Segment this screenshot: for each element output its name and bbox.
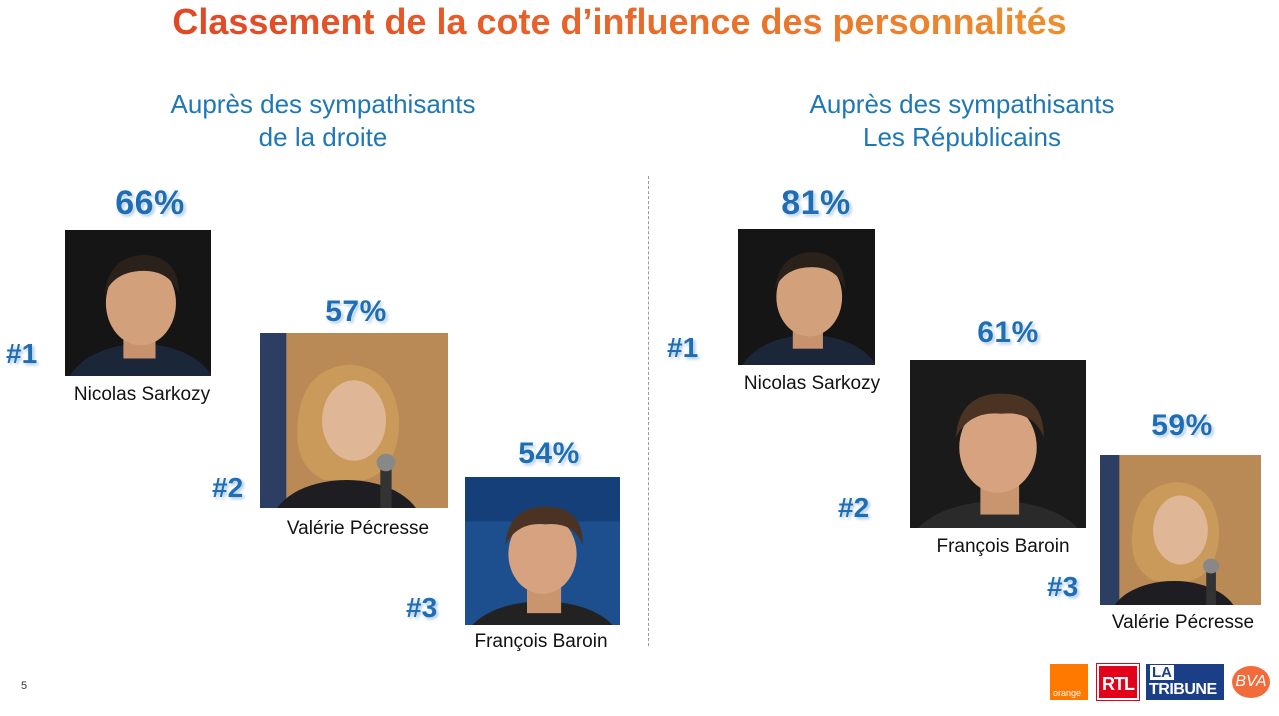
right-rank1-percentage: 81% [781, 184, 851, 222]
orange-logo: orange [1050, 664, 1088, 700]
right-rank2-name: François Baroin [936, 536, 1070, 557]
right-subtitle: Auprès des sympathisants Les Républicain… [712, 88, 1212, 154]
portrait-blonde-hair-icon [260, 333, 448, 508]
right-rank3-photo [1100, 455, 1261, 605]
slide-title: Classement de la cote d’influence des pe… [0, 0, 1259, 44]
rtl-logo: RTL [1096, 663, 1140, 701]
left-rank3-photo [465, 477, 620, 625]
left-subtitle-line1: Auprès des sympathisants [170, 89, 476, 119]
right-rank3-label: #3 [1047, 571, 1079, 602]
left-rank3-percentage: 54% [518, 437, 580, 470]
la-tribune-logo-la: LA [1150, 664, 1174, 681]
bva-logo: BVA [1232, 666, 1270, 698]
right-rank2-percentage: 61% [977, 316, 1039, 349]
right-subtitle-line2: Les Républicains [862, 122, 1061, 152]
right-rank2-photo [910, 360, 1086, 528]
left-rank3-label: #3 [406, 592, 438, 623]
orange-logo-text: orange [1053, 688, 1082, 698]
page-number: 5 [21, 680, 28, 692]
left-rank3-name: François Baroin [474, 631, 608, 652]
portrait-brown-hair-icon [910, 360, 1086, 528]
portrait-blonde-hair-icon [1100, 455, 1261, 605]
la-tribune-logo-name: TRIBUNE [1149, 681, 1217, 698]
left-rank1-percentage: 66% [115, 184, 185, 222]
left-rank2-percentage: 57% [325, 295, 387, 328]
left-rank2-photo [260, 333, 448, 508]
portrait-brown-hair-icon [465, 477, 620, 625]
portrait-dark-hair-icon [738, 229, 875, 365]
left-rank2-label: #2 [212, 472, 244, 503]
right-rank3-name: Valérie Pécresse [1111, 612, 1255, 633]
portrait-dark-hair-icon [65, 230, 211, 376]
right-rank1-photo [738, 229, 875, 365]
left-rank2-name: Valérie Pécresse [286, 518, 430, 539]
left-rank1-name: Nicolas Sarkozy [73, 384, 211, 405]
panel-divider [648, 176, 649, 646]
left-subtitle: Auprès des sympathisants de la droite [73, 88, 573, 154]
left-rank1-photo [65, 230, 211, 376]
right-rank2-label: #2 [838, 492, 870, 523]
left-subtitle-line2: de la droite [258, 122, 388, 152]
la-tribune-logo: LA TRIBUNE [1146, 664, 1224, 700]
right-rank1-name: Nicolas Sarkozy [743, 373, 881, 394]
right-rank1-label: #1 [667, 332, 699, 363]
right-subtitle-line1: Auprès des sympathisants [809, 89, 1115, 119]
left-rank1-label: #1 [6, 338, 38, 369]
right-rank3-percentage: 59% [1151, 409, 1213, 442]
